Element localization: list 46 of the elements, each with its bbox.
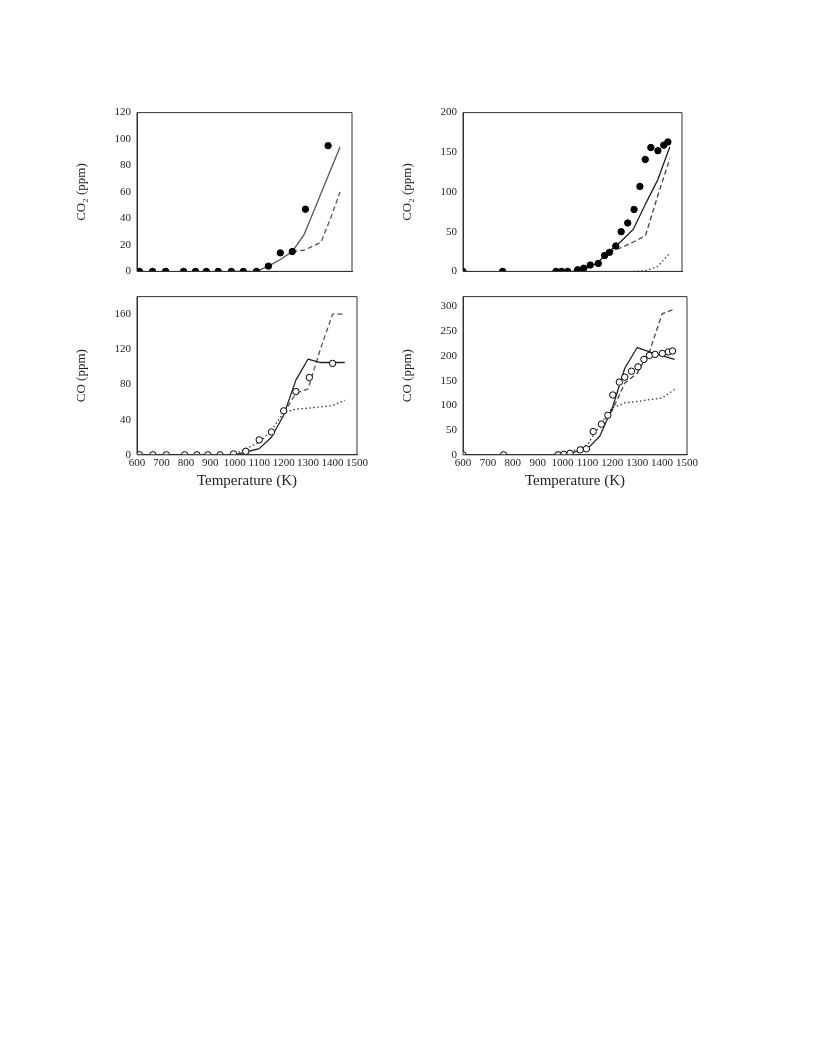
y-tick-label: 120 — [114, 342, 132, 355]
y-tick-label: 0 — [451, 264, 458, 277]
y-tick-label: 100 — [440, 398, 458, 411]
y-tick-label: 100 — [114, 131, 132, 144]
y-axis-title: CO₂ (ppm) — [73, 163, 89, 221]
x-tick-label: 1200 — [272, 456, 296, 469]
y-tick-label: 40 — [120, 211, 132, 224]
x-tick-label: 1000 — [551, 456, 575, 469]
y-tick-label: 40 — [120, 412, 132, 425]
y-tick-label: 150 — [440, 145, 458, 158]
x-tick-label: 900 — [529, 456, 547, 469]
y-tick-label: 150 — [440, 373, 458, 386]
x-axis-title: Temperature (K) — [524, 471, 626, 489]
x-tick-label: 1000 — [223, 456, 247, 469]
x-tick-label: 1500 — [676, 456, 699, 469]
x-tick-label: 800 — [504, 456, 522, 469]
y-tick-label: 300 — [440, 299, 458, 312]
y-tick-label: 120 — [114, 105, 132, 118]
x-tick-label: 700 — [153, 456, 171, 469]
y-tick-label: 20 — [120, 237, 132, 250]
x-tick-label: 1100 — [576, 456, 599, 469]
y-tick-label: 0 — [125, 264, 132, 277]
y-tick-label: 50 — [446, 224, 458, 237]
y-tick-label: 80 — [120, 377, 132, 390]
y-tick-label: 200 — [440, 348, 458, 361]
x-tick-label: 1400 — [321, 456, 345, 469]
x-tick-label: 1400 — [651, 456, 674, 469]
x-tick-label: 800 — [177, 456, 195, 469]
y-tick-label: 160 — [114, 307, 132, 320]
x-tick-label: 1100 — [248, 456, 271, 469]
x-tick-label: 1300 — [297, 456, 320, 469]
y-tick-label: 50 — [446, 422, 458, 435]
x-tick-label: 1500 — [346, 456, 369, 469]
x-tick-label: 700 — [479, 456, 497, 469]
y-tick-label: 250 — [440, 324, 458, 337]
y-tick-label: 80 — [120, 158, 132, 171]
y-axis-title: CO (ppm) — [399, 349, 415, 403]
y-tick-label: 60 — [120, 184, 132, 197]
x-tick-label: 1200 — [601, 456, 624, 469]
y-axis-title: CO (ppm) — [73, 349, 89, 403]
y-axis-title: CO₂ (ppm) — [399, 163, 415, 221]
x-tick-label: 1300 — [626, 456, 649, 469]
y-tick-label: 200 — [440, 105, 458, 118]
x-tick-label: 900 — [202, 456, 220, 469]
x-axis-title: Temperature (K) — [196, 471, 298, 489]
y-tick-label: 100 — [440, 184, 458, 197]
